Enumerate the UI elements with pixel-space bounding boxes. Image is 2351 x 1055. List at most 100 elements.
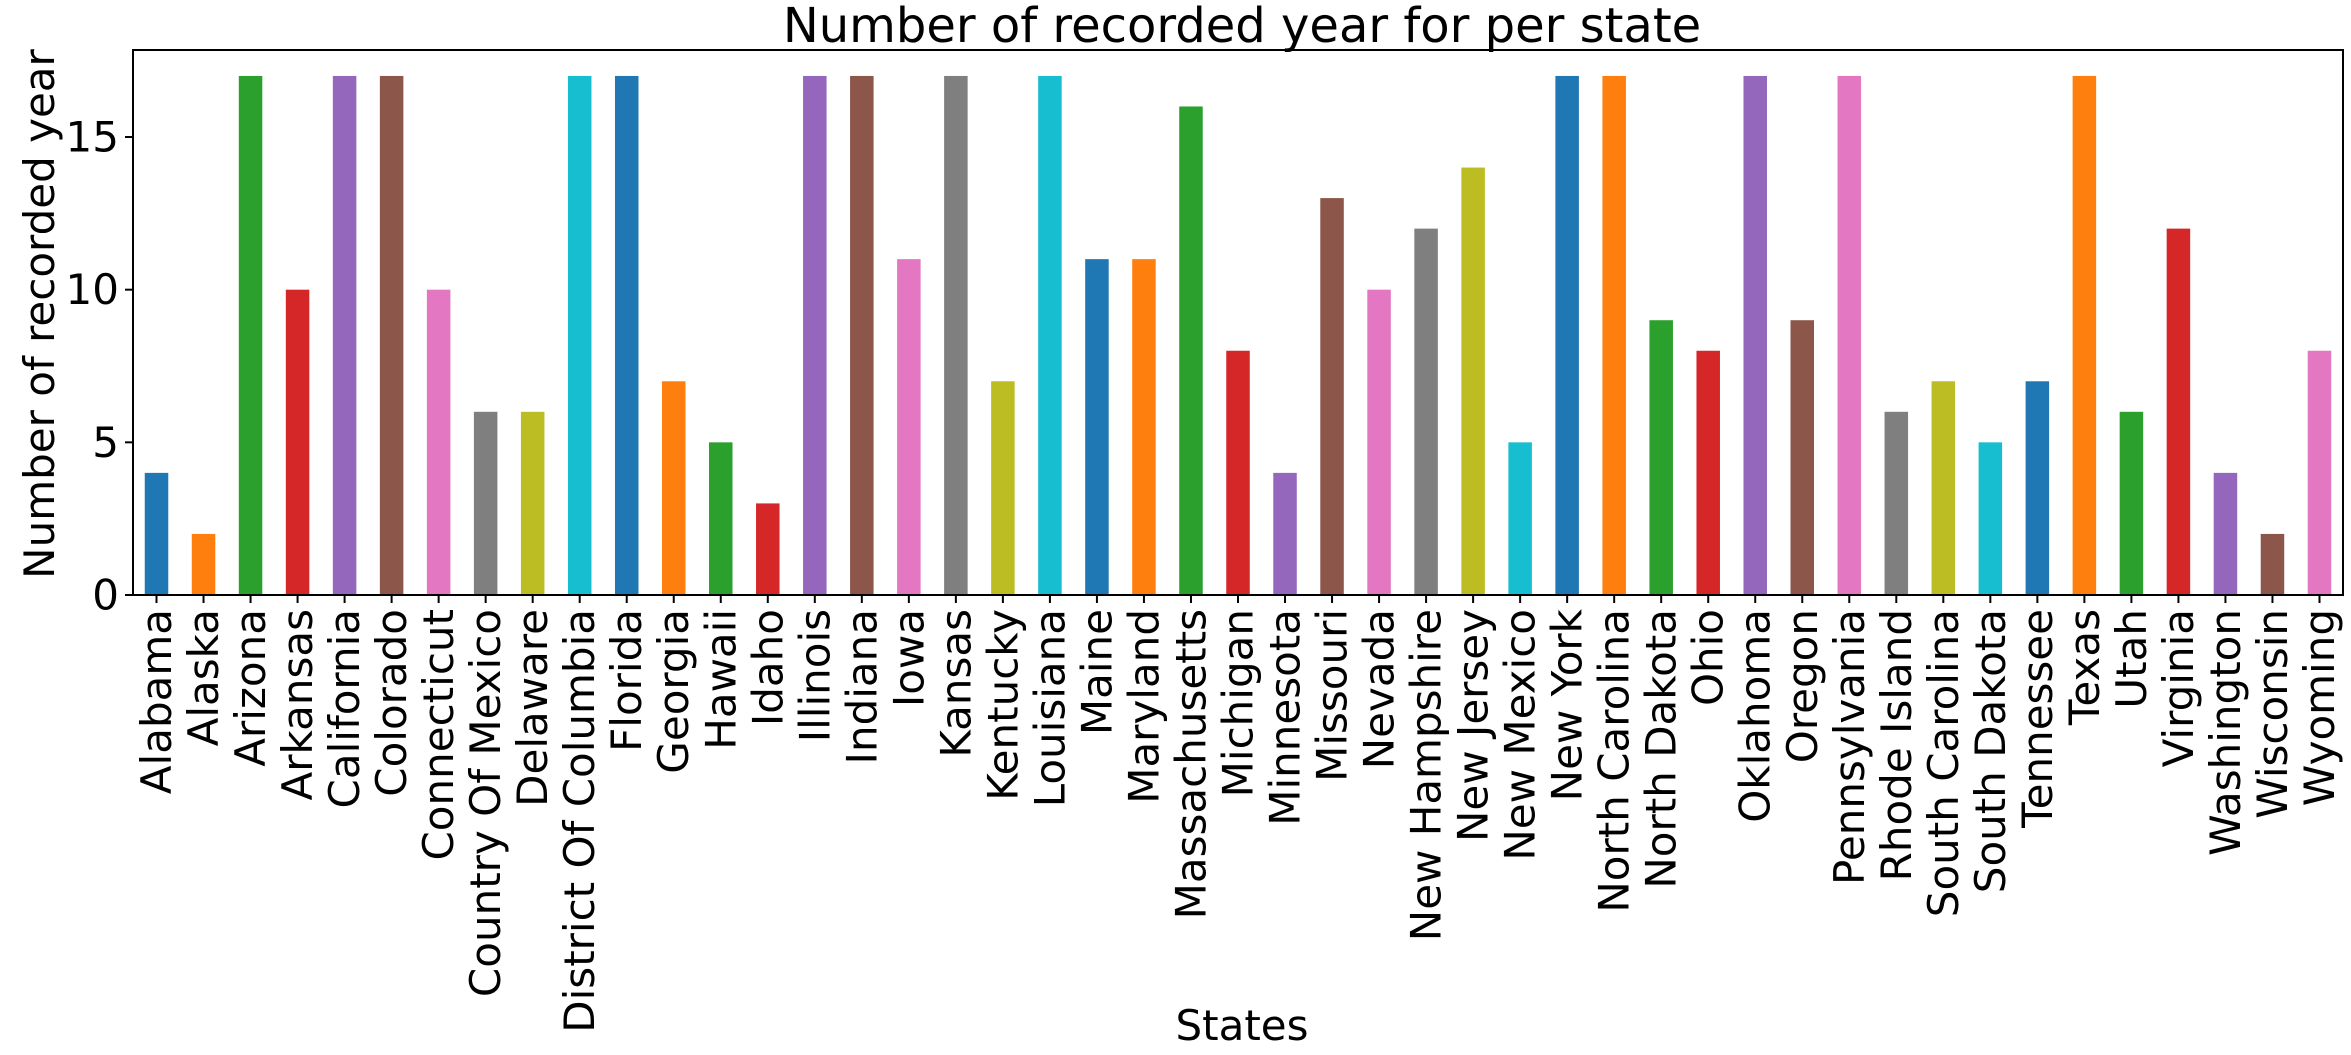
bar (426, 289, 451, 595)
x-tick-label: South Carolina (1919, 609, 1968, 917)
bar (661, 381, 686, 595)
x-tick-label: Alabama (132, 609, 181, 794)
x-tick-label: Colorado (367, 609, 416, 797)
x-tick-label: Iowa (884, 609, 933, 707)
bar (1179, 106, 1203, 596)
x-tick-label: Ohio (1684, 609, 1733, 706)
bar (1743, 75, 1767, 595)
x-tick-label: District Of Columbia (555, 609, 604, 1033)
bar (332, 75, 357, 595)
x-tick-label: Arizona (226, 609, 275, 767)
bars-group (144, 75, 2332, 596)
y-axis: 0 5 10 15 (66, 113, 133, 620)
bar (709, 442, 733, 595)
x-tick-label: Maine (1072, 609, 1121, 735)
x-tick-label: Missouri (1308, 609, 1357, 782)
x-tick-label: Minnesota (1261, 609, 1310, 826)
x-tick-label: Washington (2201, 609, 2250, 856)
x-tick-label: Kansas (931, 609, 980, 758)
x-tick-label: Country Of Mexico (461, 609, 510, 997)
x-tick-label: New York (1543, 608, 1592, 801)
y-tick-label: 15 (66, 113, 119, 162)
bar (756, 503, 780, 595)
bar (1837, 75, 1862, 595)
bar (238, 75, 263, 595)
x-tick-label: Rhode Island (1872, 609, 1921, 881)
bar (2213, 472, 2238, 595)
x-tick-label: Florida (602, 609, 651, 752)
bar (379, 75, 404, 595)
x-tick-label: Oregon (1778, 609, 1827, 763)
x-tick-label: Nevada (1355, 609, 1404, 769)
bar (567, 75, 592, 595)
x-tick-label: Alaska (179, 609, 228, 746)
y-tick-label: 5 (92, 418, 119, 467)
bar (520, 411, 545, 595)
x-tick-label: Wisconsin (2248, 609, 2297, 819)
bar (1367, 289, 1391, 595)
x-axis-label: States (1175, 1001, 1308, 1050)
x-tick-label: Connecticut (414, 609, 463, 861)
bar (1931, 381, 1956, 595)
bar (1320, 198, 1344, 595)
bar (2072, 75, 2097, 595)
bar (991, 381, 1015, 595)
bar (1414, 228, 1438, 595)
x-tick-label: Indiana (837, 609, 886, 764)
x-tick-label: Maryland (1119, 609, 1168, 804)
bar (144, 472, 169, 595)
x-tick-label: Texas (2060, 609, 2109, 726)
x-tick-label: Tennessee (2013, 609, 2062, 829)
y-tick-label: 0 (92, 571, 119, 620)
x-tick-label: Oklahoma (1731, 609, 1780, 823)
bar (2307, 350, 2332, 595)
chart-title: Number of recorded year for per state (783, 0, 1701, 54)
x-tick-label: Michigan (1214, 609, 1263, 797)
bar (2260, 533, 2285, 595)
x-axis: AlabamaAlaskaArizonaArkansasCaliforniaCo… (132, 595, 2344, 1033)
x-tick-label: New Jersey (1449, 609, 1498, 842)
bar (944, 75, 968, 595)
bar (803, 75, 827, 595)
x-tick-label: Georgia (649, 609, 698, 774)
bar (1038, 75, 1062, 595)
x-tick-label: North Carolina (1590, 609, 1639, 913)
x-tick-label: California (320, 609, 369, 808)
x-tick-label: North Dakota (1637, 609, 1686, 889)
bar (1884, 411, 1909, 595)
bar (1508, 442, 1532, 595)
bar (1790, 320, 1815, 595)
y-tick-label: 10 (66, 265, 119, 314)
bar (2025, 381, 2050, 595)
bar (1978, 442, 2003, 595)
bar (1085, 259, 1109, 595)
x-tick-label: Pennsylvania (1825, 609, 1874, 885)
x-tick-label: Utah (2107, 609, 2156, 709)
y-axis-label: Number of recorded year (15, 48, 64, 578)
x-tick-label: Hawaii (696, 609, 745, 750)
bar (614, 75, 639, 595)
bar (2119, 411, 2144, 595)
x-tick-label: Wyoming (2295, 609, 2344, 806)
bar (897, 259, 921, 595)
bar (1132, 259, 1156, 595)
x-tick-label: New Hampshire (1402, 609, 1451, 941)
bar (1461, 167, 1485, 596)
bar (1226, 350, 1250, 595)
x-tick-label: South Dakota (1966, 609, 2015, 893)
bar (1555, 75, 1579, 595)
x-tick-label: Virginia (2154, 609, 2203, 767)
x-tick-label: Delaware (508, 609, 557, 807)
x-tick-label: Kentucky (978, 609, 1027, 801)
x-tick-label: Illinois (790, 609, 839, 742)
bar (1602, 75, 1626, 595)
x-tick-label: Arkansas (273, 609, 322, 800)
x-tick-label: New Mexico (1496, 609, 1545, 861)
bar (1273, 472, 1297, 595)
bar (1696, 350, 1720, 595)
x-tick-label: Massachusetts (1166, 609, 1215, 919)
bar (2166, 228, 2191, 595)
bar (473, 411, 498, 595)
x-tick-label: Louisiana (1025, 609, 1074, 807)
